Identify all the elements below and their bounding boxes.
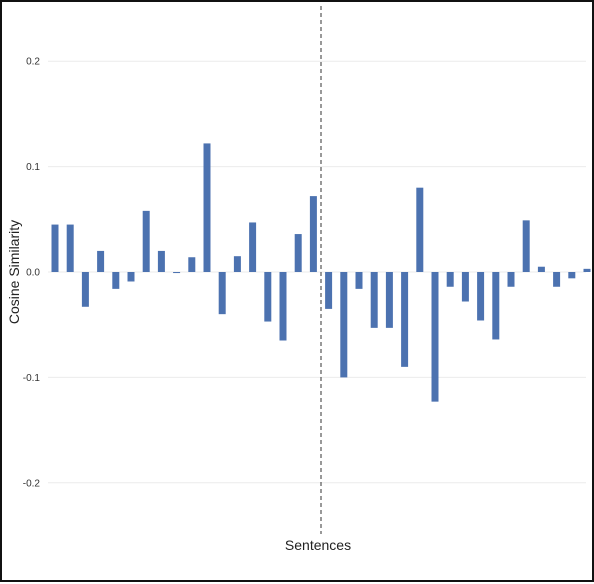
bars <box>51 143 591 402</box>
bar <box>249 222 257 272</box>
bar <box>157 250 165 272</box>
bar <box>66 224 74 272</box>
bar <box>568 272 576 279</box>
bar <box>446 272 454 287</box>
bar <box>309 196 317 272</box>
bar <box>294 234 302 272</box>
y-axis-title: Cosine Similarity <box>6 220 22 324</box>
y-tick-labels: 0.2 0.1 0.0 -0.1 -0.2 <box>23 57 41 490</box>
bar <box>461 272 469 302</box>
bar <box>142 210 150 272</box>
bar <box>522 220 530 272</box>
bar <box>401 272 409 367</box>
bar <box>477 272 485 321</box>
bar <box>218 272 226 315</box>
y-tick-label: -0.1 <box>23 373 41 384</box>
bar <box>340 272 348 378</box>
y-tick-label: 0.1 <box>26 162 40 173</box>
bar <box>370 272 378 328</box>
bar <box>51 224 59 272</box>
bar <box>233 256 241 272</box>
bar <box>97 250 105 272</box>
bar <box>537 266 545 272</box>
bar <box>188 257 196 272</box>
bar <box>583 268 591 272</box>
x-axis-title: Sentences <box>285 537 351 553</box>
bar <box>355 272 363 289</box>
bar <box>325 272 333 309</box>
bar <box>203 143 211 272</box>
grid-lines <box>48 60 586 484</box>
bar <box>507 272 515 287</box>
y-tick-label: 0.2 <box>26 57 40 68</box>
bar <box>264 272 272 322</box>
bar <box>385 272 393 328</box>
bar <box>81 272 89 307</box>
bar <box>279 272 287 341</box>
y-tick-label: 0.0 <box>26 268 40 279</box>
y-tick-label: -0.2 <box>23 478 41 489</box>
bar <box>431 272 439 402</box>
bar <box>553 272 561 287</box>
bar <box>416 187 424 272</box>
bar <box>173 272 181 274</box>
bar <box>112 272 120 289</box>
bar <box>492 272 500 340</box>
bar <box>127 272 135 282</box>
